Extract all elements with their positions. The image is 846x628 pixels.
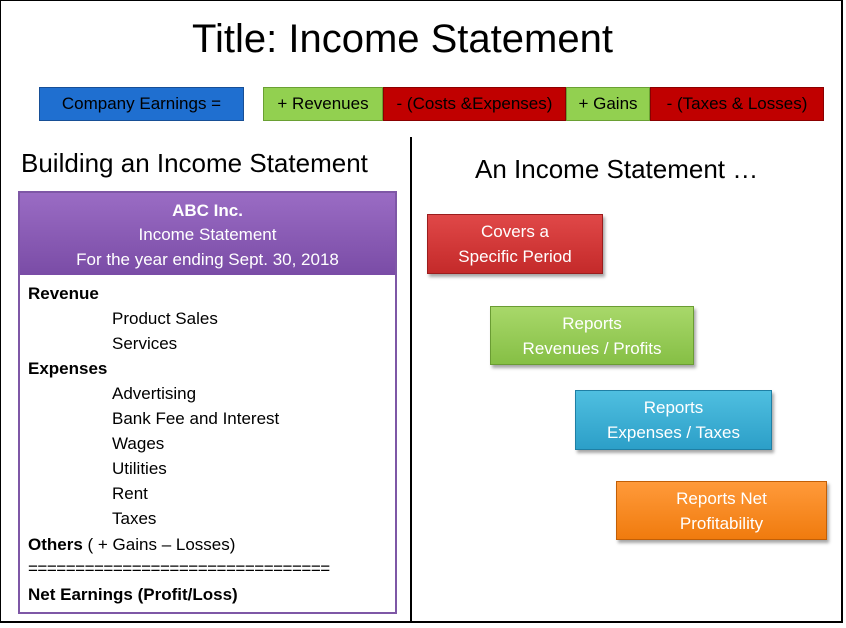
separator-line: ================================: [28, 559, 330, 578]
left-heading: Building an Income Statement: [21, 148, 368, 178]
callout-line: Profitability: [679, 513, 764, 533]
revenue-label: Revenue: [28, 284, 99, 303]
callout-line: Expenses / Taxes: [607, 423, 740, 442]
callout-line: Covers a: [480, 222, 550, 241]
company-earnings-box: Company Earnings =: [39, 87, 244, 121]
income-statement-card: ABC Inc. Income Statement For the year e…: [18, 191, 397, 614]
expenses-label: Expenses: [28, 359, 108, 378]
slide-title: Title: Income Statement: [192, 17, 613, 61]
statement-header: ABC Inc. Income Statement For the year e…: [20, 193, 395, 275]
expense-item: Utilities: [112, 459, 167, 478]
column-divider: [410, 137, 412, 621]
costs-expenses-box: - (Costs &Expenses): [383, 87, 566, 121]
expense-item: Rent: [112, 484, 148, 503]
right-heading: An Income Statement …: [475, 154, 759, 184]
revenues-box: + Revenues: [263, 87, 383, 121]
callout-line: Specific Period: [458, 247, 572, 266]
gains-box: + Gains: [566, 87, 650, 121]
others-line: Others ( + Gains – Losses): [28, 535, 235, 555]
taxes-losses-box: - (Taxes & Losses): [650, 87, 824, 121]
callout-line: Reports: [562, 313, 622, 333]
statement-period: For the year ending Sept. 30, 2018: [76, 250, 339, 269]
callout-revenues-profits: Reports Revenues / Profits: [490, 306, 694, 365]
callout-net-profitability: Reports Net Profitability: [616, 481, 827, 540]
statement-name: Income Statement: [138, 225, 277, 244]
callout-expenses-taxes: Reports Expenses / Taxes: [575, 390, 772, 450]
revenue-item: Services: [112, 334, 178, 353]
callout-line: Revenues / Profits: [522, 338, 662, 358]
net-earnings-label: Net Earnings (Profit/Loss): [28, 585, 238, 604]
callout-specific-period: Covers a Specific Period: [427, 214, 603, 274]
callout-line: Reports Net: [676, 488, 767, 508]
callout-line: Reports: [643, 398, 704, 417]
statement-company: ABC Inc.: [172, 201, 243, 220]
expense-item: Advertising: [112, 384, 197, 403]
revenue-item: Product Sales: [112, 309, 218, 328]
expense-item: Wages: [112, 434, 165, 453]
others-label: Others: [28, 535, 83, 554]
expense-item: Taxes: [112, 509, 157, 528]
others-detail: ( + Gains – Losses): [82, 535, 236, 554]
expense-item: Bank Fee and Interest: [112, 409, 280, 428]
